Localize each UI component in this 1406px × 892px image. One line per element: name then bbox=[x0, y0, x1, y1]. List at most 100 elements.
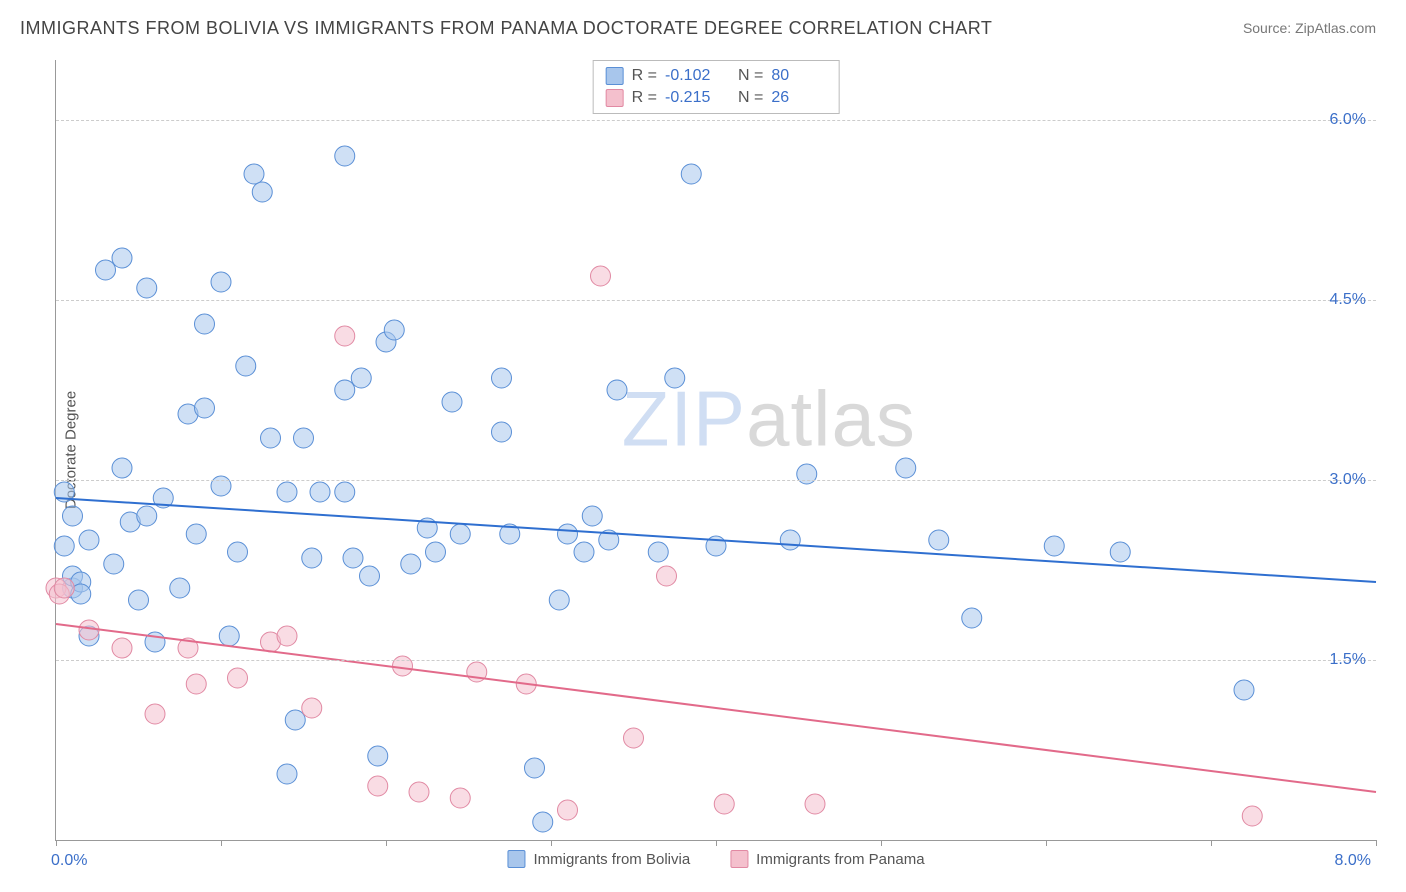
data-point bbox=[426, 542, 446, 562]
data-point bbox=[186, 524, 206, 544]
trend-line bbox=[56, 624, 1376, 792]
r-value-panama: -0.215 bbox=[665, 89, 720, 107]
x-tick bbox=[386, 840, 387, 846]
data-point bbox=[277, 764, 297, 784]
data-point bbox=[343, 548, 363, 568]
data-point bbox=[1110, 542, 1130, 562]
grid-line bbox=[56, 480, 1376, 481]
data-point bbox=[393, 656, 413, 676]
data-point bbox=[236, 356, 256, 376]
data-point bbox=[54, 578, 74, 598]
data-point bbox=[335, 380, 355, 400]
data-point bbox=[96, 260, 116, 280]
data-point bbox=[525, 758, 545, 778]
x-tick bbox=[551, 840, 552, 846]
data-point bbox=[1234, 680, 1254, 700]
plot-area: Doctorate Degree ZIPatlas R = -0.102 N =… bbox=[55, 60, 1376, 841]
source-attribution: Source: ZipAtlas.com bbox=[1243, 20, 1376, 36]
data-point bbox=[780, 530, 800, 550]
source-link[interactable]: ZipAtlas.com bbox=[1295, 20, 1376, 36]
data-point bbox=[211, 272, 231, 292]
x-tick bbox=[221, 840, 222, 846]
data-point bbox=[574, 542, 594, 562]
r-label: R = bbox=[632, 89, 657, 107]
data-point bbox=[252, 182, 272, 202]
data-point bbox=[195, 398, 215, 418]
legend-item-bolivia: Immigrants from Bolivia bbox=[507, 850, 690, 868]
data-point bbox=[277, 482, 297, 502]
y-tick-label: 4.5% bbox=[1330, 291, 1366, 309]
data-point bbox=[549, 590, 569, 610]
chart-container: IMMIGRANTS FROM BOLIVIA VS IMMIGRANTS FR… bbox=[0, 0, 1406, 892]
data-point bbox=[384, 320, 404, 340]
grid-line bbox=[56, 120, 1376, 121]
x-tick bbox=[1376, 840, 1377, 846]
data-point bbox=[261, 428, 281, 448]
data-point bbox=[665, 368, 685, 388]
data-point bbox=[112, 638, 132, 658]
data-point bbox=[195, 314, 215, 334]
data-point bbox=[492, 422, 512, 442]
data-point bbox=[335, 146, 355, 166]
data-point bbox=[302, 698, 322, 718]
data-point bbox=[211, 476, 231, 496]
data-point bbox=[929, 530, 949, 550]
data-point bbox=[145, 704, 165, 724]
data-point bbox=[360, 566, 380, 586]
x-tick bbox=[716, 840, 717, 846]
data-point bbox=[896, 458, 916, 478]
data-point bbox=[79, 530, 99, 550]
data-point bbox=[244, 164, 264, 184]
data-point bbox=[63, 506, 83, 526]
n-value-panama: 26 bbox=[771, 89, 826, 107]
trend-line bbox=[56, 498, 1376, 582]
data-point bbox=[310, 482, 330, 502]
data-point bbox=[112, 458, 132, 478]
data-point bbox=[170, 578, 190, 598]
legend-swatch-panama bbox=[606, 89, 624, 107]
data-point bbox=[228, 542, 248, 562]
legend-swatch-bolivia bbox=[606, 67, 624, 85]
data-point bbox=[112, 248, 132, 268]
data-point bbox=[335, 482, 355, 502]
data-point bbox=[558, 800, 578, 820]
data-point bbox=[228, 668, 248, 688]
x-tick bbox=[881, 840, 882, 846]
data-point bbox=[1044, 536, 1064, 556]
data-point bbox=[450, 788, 470, 808]
series-legend: Immigrants from Bolivia Immigrants from … bbox=[507, 850, 924, 868]
data-point bbox=[186, 674, 206, 694]
data-point bbox=[219, 626, 239, 646]
y-tick-label: 6.0% bbox=[1330, 111, 1366, 129]
data-point bbox=[302, 548, 322, 568]
legend-label-panama: Immigrants from Panama bbox=[756, 851, 924, 868]
data-point bbox=[351, 368, 371, 388]
n-label: N = bbox=[738, 67, 763, 85]
correlation-legend-row: R = -0.215 N = 26 bbox=[606, 87, 827, 109]
data-point bbox=[591, 266, 611, 286]
data-point bbox=[607, 380, 627, 400]
x-tick bbox=[56, 840, 57, 846]
data-point bbox=[137, 278, 157, 298]
data-point bbox=[1242, 806, 1262, 826]
data-point bbox=[285, 710, 305, 730]
data-point bbox=[805, 794, 825, 814]
data-point bbox=[558, 524, 578, 544]
data-point bbox=[409, 782, 429, 802]
legend-swatch-bolivia bbox=[507, 850, 525, 868]
x-axis-max-label: 8.0% bbox=[1335, 852, 1371, 870]
data-point bbox=[450, 524, 470, 544]
data-point bbox=[54, 536, 74, 556]
n-label: N = bbox=[738, 89, 763, 107]
data-point bbox=[137, 506, 157, 526]
legend-swatch-panama bbox=[730, 850, 748, 868]
data-point bbox=[582, 506, 602, 526]
grid-line bbox=[56, 300, 1376, 301]
source-prefix: Source: bbox=[1243, 20, 1295, 36]
data-point bbox=[797, 464, 817, 484]
r-value-bolivia: -0.102 bbox=[665, 67, 720, 85]
chart-title: IMMIGRANTS FROM BOLIVIA VS IMMIGRANTS FR… bbox=[20, 18, 992, 39]
chart-svg bbox=[56, 60, 1376, 840]
data-point bbox=[681, 164, 701, 184]
data-point bbox=[962, 608, 982, 628]
